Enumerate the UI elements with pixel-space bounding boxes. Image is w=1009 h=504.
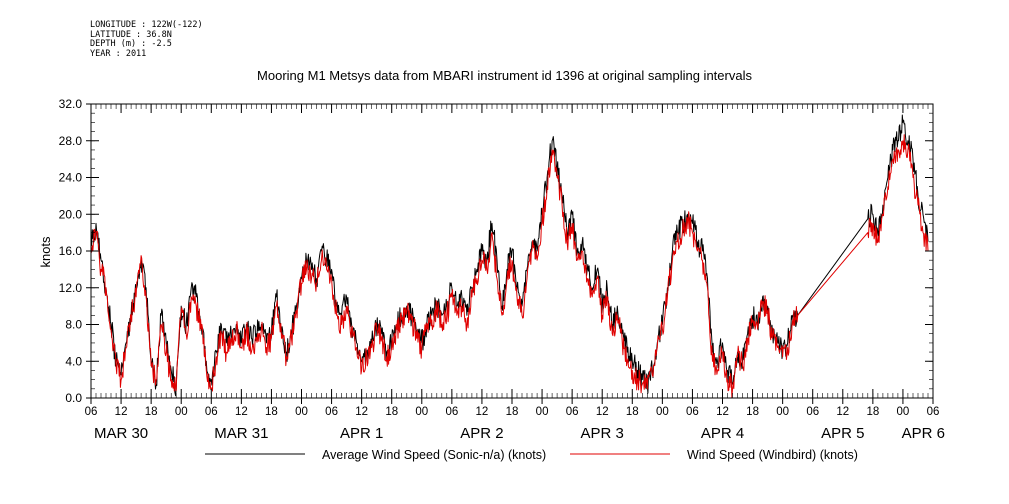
x-day-label: MAR 30 [94,425,148,442]
x-tick-label: 18 [506,406,519,418]
x-day-label: APR 1 [340,425,383,442]
x-tick-label: 18 [265,406,278,418]
y-tick-label: 8.0 [65,318,82,332]
y-tick-label: 20.0 [59,207,83,221]
y-tick-label: 16.0 [59,244,83,258]
x-tick-label: 00 [536,406,549,418]
x-tick-label: 00 [415,406,428,418]
x-tick-label: 06 [85,406,98,418]
plot-area [90,114,929,399]
meta-year: YEAR : 2011 [90,48,147,59]
x-day-label: APR 6 [902,425,945,442]
series-average-wind-speed [90,114,929,397]
x-tick-label: 06 [927,406,940,418]
y-axis-label: knots [38,236,53,268]
x-tick-label: 12 [716,406,729,418]
legend-label-average: Average Wind Speed (Sonic-n/a) (knots) [322,448,546,462]
x-tick-label: 12 [235,406,248,418]
x-tick-label: 12 [596,406,609,418]
legend-label-windbird: Wind Speed (Windbird) (knots) [687,448,858,462]
x-tick-label: 00 [656,406,669,418]
x-tick-label: 06 [686,406,699,418]
x-tick-label: 12 [476,406,489,418]
y-tick-label: 28.0 [59,134,83,148]
y-tick-label: 12.0 [59,281,83,295]
x-tick-label: 18 [626,406,639,418]
x-tick-label: 00 [897,406,910,418]
x-tick-label: 06 [806,406,819,418]
x-tick-label: 06 [566,406,579,418]
x-tick-label: 00 [776,406,789,418]
x-tick-label: 18 [145,406,158,418]
axes: 0.0 4.0 8.0 12.0 16.0 20.0 24.0 28.0 32.0 06 12 18 0… [59,97,945,442]
x-tick-label: 18 [385,406,398,418]
meta-latitude: LATITUDE : 36.8N [90,29,172,40]
y-tick-label: 4.0 [65,354,82,368]
x-tick-label: 00 [295,406,308,418]
x-day-label: MAR 31 [214,425,268,442]
metadata-block: LONGITUDE : 122W(-122) LATITUDE : 36.8N … [90,20,203,59]
x-tick-label: 12 [836,406,849,418]
x-tick-label: 18 [746,406,759,418]
x-day-label: APR 3 [581,425,624,442]
x-tick-label: 12 [115,406,128,418]
x-tick-label: 06 [445,406,458,418]
x-day-label: APR 4 [701,425,744,442]
x-tick-label: 00 [175,406,188,418]
meta-longitude: LONGITUDE : 122W(-122) [90,20,203,30]
y-tick-label: 0.0 [65,391,82,405]
legend: Average Wind Speed (Sonic-n/a) (knots) W… [205,448,858,462]
y-tick-label: 32.0 [59,97,83,111]
series-windbird-wind-speed [90,134,929,399]
x-day-label: APR 5 [821,425,864,442]
x-tick-label: 18 [866,406,879,418]
meta-depth: DEPTH (m) : -2.5 [90,39,172,49]
x-day-label: APR 2 [460,425,503,442]
x-tick-label: 06 [325,406,338,418]
y-tick-label: 24.0 [59,171,83,185]
x-tick-label: 06 [205,406,218,418]
x-tick-label: 12 [355,406,368,418]
chart-title: Mooring M1 Metsys data from MBARI instru… [257,68,752,83]
